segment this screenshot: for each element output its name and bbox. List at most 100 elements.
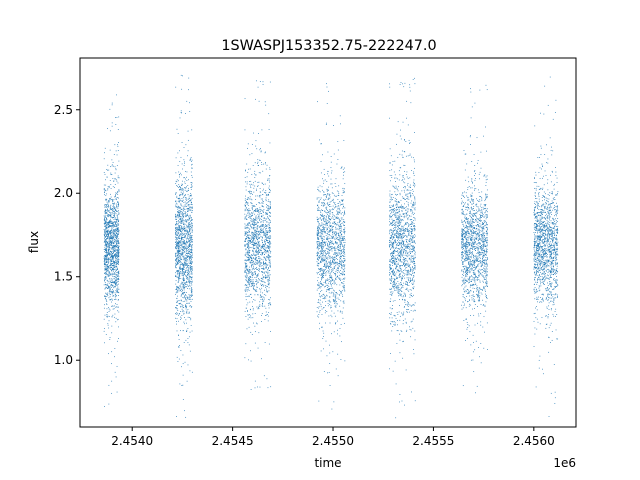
scatter-point [180, 203, 182, 205]
scatter-point [177, 291, 179, 293]
scatter-point [244, 245, 246, 247]
scatter-point [327, 303, 329, 304]
scatter-point [251, 219, 253, 221]
scatter-point [328, 270, 330, 272]
scatter-point [191, 250, 193, 252]
scatter-point [104, 221, 106, 223]
scatter-point [247, 224, 249, 226]
scatter-point [321, 232, 323, 234]
scatter-point [108, 236, 110, 237]
scatter-point [334, 242, 336, 244]
scatter-point [254, 313, 256, 314]
scatter-point [112, 238, 113, 240]
scatter-point [187, 215, 189, 216]
scatter-point [106, 284, 108, 286]
scatter-point [268, 284, 270, 285]
scatter-point [259, 257, 261, 259]
scatter-point [332, 222, 333, 224]
scatter-point [104, 247, 106, 249]
scatter-point [268, 255, 270, 256]
scatter-point [255, 279, 257, 280]
scatter-point [265, 276, 266, 278]
scatter-point [246, 289, 248, 291]
scatter-point [175, 253, 176, 255]
scatter-point [189, 230, 190, 232]
scatter-point [115, 213, 117, 215]
scatter-point [188, 208, 189, 210]
scatter-point [182, 301, 184, 303]
scatter-point [252, 281, 253, 283]
scatter-point [179, 185, 180, 187]
scatter-point [181, 88, 183, 90]
scatter-point [268, 307, 270, 309]
scatter-point [191, 223, 193, 225]
scatter-point [106, 250, 107, 251]
scatter-point [260, 229, 262, 231]
scatter-point [113, 305, 115, 307]
scatter-point [117, 340, 118, 342]
scatter-point [263, 272, 265, 274]
scatter-point [113, 221, 115, 223]
scatter-point [115, 199, 117, 201]
scatter-point [321, 275, 323, 277]
scatter-point [177, 205, 179, 207]
scatter-point [253, 281, 254, 283]
scatter-point [106, 241, 107, 243]
scatter-point [104, 256, 106, 258]
scatter-point [267, 303, 269, 304]
scatter-point [328, 250, 330, 251]
scatter-point [117, 258, 119, 260]
scatter-point [191, 241, 193, 243]
scatter-point [182, 232, 183, 234]
scatter-point [107, 206, 109, 208]
scatter-point [111, 208, 113, 210]
scatter-point [318, 314, 320, 315]
scatter-point [260, 210, 261, 212]
scatter-point [179, 241, 181, 243]
scatter-point [183, 214, 184, 216]
scatter-point [256, 284, 257, 286]
scatter-point [189, 280, 191, 282]
scatter-point [189, 217, 191, 219]
scatter-point [104, 235, 106, 237]
scatter-point [108, 234, 109, 236]
scatter-point [180, 295, 182, 297]
scatter-point [179, 195, 181, 197]
scatter-point [246, 176, 248, 178]
scatter-point [107, 236, 109, 238]
scatter-point [247, 143, 249, 145]
scatter-point [262, 262, 264, 264]
scatter-point [318, 316, 320, 318]
scatter-point [247, 231, 249, 233]
scatter-point [105, 256, 106, 257]
scatter-point [189, 102, 190, 104]
scatter-point [115, 117, 116, 119]
scatter-point [339, 238, 341, 239]
chart-title: 1SWASPJ153352.75-222247.0 [221, 38, 436, 54]
scatter-point [330, 241, 332, 243]
scatter-point [106, 312, 108, 313]
scatter-point [178, 339, 180, 340]
scatter-point [317, 280, 318, 282]
scatter-point [317, 188, 318, 190]
scatter-point [336, 263, 338, 265]
scatter-point [339, 207, 341, 209]
scatter-point [184, 208, 186, 210]
scatter-point [116, 205, 118, 207]
scatter-point [340, 261, 342, 263]
scatter-point [254, 277, 256, 279]
scatter-point [266, 210, 268, 211]
scatter-point [325, 231, 326, 233]
scatter-point [262, 269, 264, 270]
scatter-point [180, 220, 182, 222]
scatter-point [175, 236, 177, 238]
scatter-point [107, 254, 109, 255]
scatter-point [107, 186, 109, 187]
scatter-point [254, 210, 256, 212]
scatter-point [268, 205, 270, 207]
scatter-point [255, 242, 256, 244]
scatter-point [117, 256, 118, 258]
scatter-point [191, 249, 193, 251]
scatter-point [252, 241, 254, 243]
scatter-point [187, 238, 189, 240]
